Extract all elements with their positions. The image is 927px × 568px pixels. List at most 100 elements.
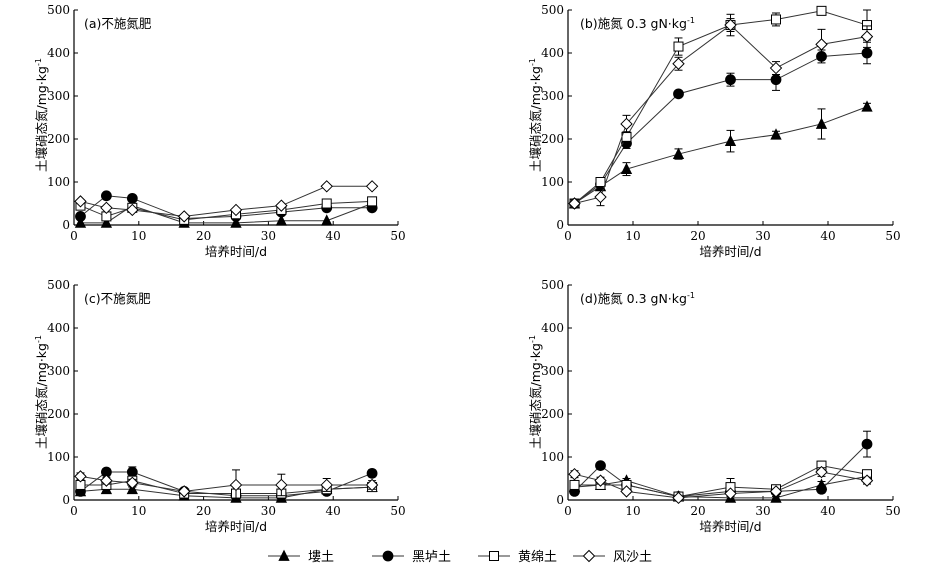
y-tick-label: 0 bbox=[62, 218, 70, 232]
x-tick-label: 10 bbox=[131, 229, 146, 243]
x-tick-label: 40 bbox=[820, 229, 835, 243]
y-axis-title: 土壤硝态氮/mg·kg-1 bbox=[528, 335, 543, 449]
x-tick-label: 20 bbox=[690, 229, 705, 243]
y-axis-title: 土壤硝态氮/mg·kg-1 bbox=[528, 58, 543, 172]
y-tick-label: 500 bbox=[541, 3, 564, 17]
data-point bbox=[367, 196, 378, 207]
y-axis-title-text: 土壤硝态氮/mg·kg bbox=[34, 343, 49, 449]
data-point bbox=[673, 88, 684, 100]
legend-label: 塿土 bbox=[308, 550, 334, 565]
data-point bbox=[724, 18, 737, 32]
x-tick-label: 30 bbox=[261, 504, 276, 518]
y-axis-title-superscript: -1 bbox=[34, 335, 43, 343]
x-tick-label: 50 bbox=[885, 504, 900, 518]
series-line bbox=[574, 24, 868, 204]
x-tick-label: 10 bbox=[625, 504, 640, 518]
x-tick-label: 40 bbox=[326, 504, 341, 518]
y-tick-label: 300 bbox=[541, 89, 564, 103]
x-tick-label: 0 bbox=[564, 229, 572, 243]
data-point bbox=[770, 128, 782, 140]
data-point bbox=[815, 117, 828, 129]
x-axis-title: 培养时间/d bbox=[699, 519, 761, 534]
data-point bbox=[568, 467, 581, 481]
panel-title: (b)施氮 0.3 gN·kg-1 bbox=[580, 16, 695, 31]
series-1 bbox=[568, 100, 873, 209]
legend-marker bbox=[489, 551, 499, 561]
y-tick-label: 500 bbox=[541, 278, 564, 292]
legend-marker bbox=[382, 550, 394, 562]
y-tick-label: 400 bbox=[47, 321, 70, 335]
data-point bbox=[861, 47, 873, 59]
data-point bbox=[769, 485, 783, 498]
y-tick-label: 200 bbox=[47, 407, 70, 421]
data-point bbox=[725, 74, 736, 86]
data-point bbox=[320, 180, 333, 193]
panels: 0 10 20 30 40 500100200300400500培养时间/d土壤硝态氮/m… bbox=[34, 3, 901, 534]
data-point bbox=[366, 467, 378, 479]
y-tick-label: 400 bbox=[47, 46, 70, 60]
data-point bbox=[860, 30, 874, 43]
data-point bbox=[595, 460, 606, 472]
x-tick-label: 30 bbox=[261, 229, 276, 243]
data-point bbox=[815, 38, 828, 51]
data-point bbox=[620, 162, 633, 175]
x-axis-title: 培养时间/d bbox=[699, 244, 761, 259]
panel-b: 0 10 20 30 40 500100200300400500培养时间/d土壤硝态氮/m… bbox=[528, 3, 901, 259]
series-2 bbox=[75, 466, 378, 502]
y-axis-title-superscript: -1 bbox=[528, 58, 537, 66]
data-point bbox=[816, 5, 827, 16]
data-point bbox=[861, 438, 873, 450]
y-tick-label: 100 bbox=[47, 175, 70, 189]
y-tick-label: 0 bbox=[556, 493, 564, 507]
y-tick-label: 200 bbox=[541, 407, 564, 421]
y-tick-label: 100 bbox=[47, 450, 70, 464]
legend-label: 黄绵土 bbox=[518, 550, 557, 565]
series-3 bbox=[569, 5, 872, 209]
panel-title: (a)不施氮肥 bbox=[84, 16, 152, 31]
x-tick-label: 10 bbox=[131, 504, 146, 518]
data-point bbox=[275, 478, 288, 492]
data-point bbox=[594, 190, 607, 204]
x-tick-label: 50 bbox=[885, 229, 900, 243]
data-point bbox=[100, 474, 113, 487]
data-point bbox=[365, 180, 379, 193]
panel-title-superscript: -1 bbox=[687, 291, 695, 300]
data-point bbox=[126, 466, 138, 478]
panel-title: (d)施氮 0.3 gN·kg-1 bbox=[580, 291, 695, 306]
data-point bbox=[860, 474, 874, 487]
data-point bbox=[230, 216, 242, 228]
y-tick-label: 100 bbox=[541, 175, 564, 189]
data-point bbox=[620, 117, 633, 131]
y-tick-label: 100 bbox=[541, 450, 564, 464]
x-tick-label: 40 bbox=[820, 504, 835, 518]
legend-label: 风沙土 bbox=[613, 550, 652, 565]
legend-item: 黑垆土 bbox=[372, 550, 451, 565]
series-4 bbox=[568, 13, 874, 210]
legend-label: 黑垆土 bbox=[412, 550, 451, 565]
series-4 bbox=[568, 465, 874, 505]
legend-marker bbox=[278, 549, 290, 561]
data-point bbox=[595, 177, 606, 187]
x-tick-label: 40 bbox=[326, 229, 341, 243]
x-tick-label: 20 bbox=[196, 229, 211, 243]
y-tick-label: 300 bbox=[47, 89, 70, 103]
data-point bbox=[569, 479, 580, 490]
y-axis-title-text: 土壤硝态氮/mg·kg bbox=[34, 66, 49, 172]
data-point bbox=[724, 134, 737, 147]
series-3 bbox=[75, 196, 378, 225]
panel-a: 0 10 20 30 40 500100200300400500培养时间/d土壤硝态氮/m… bbox=[34, 3, 406, 259]
panel-d: 0 10 20 30 40 500100200300400500培养时间/d土壤硝态氮/m… bbox=[528, 278, 901, 534]
data-point bbox=[365, 478, 379, 492]
y-tick-label: 300 bbox=[47, 364, 70, 378]
data-point bbox=[594, 474, 607, 487]
data-point bbox=[74, 216, 87, 228]
x-tick-label: 20 bbox=[196, 504, 211, 518]
data-point bbox=[177, 210, 191, 223]
y-tick-label: 500 bbox=[47, 3, 70, 17]
data-point bbox=[321, 214, 333, 226]
panel-title-text: (a)不施氮肥 bbox=[84, 16, 152, 31]
data-point bbox=[75, 210, 86, 222]
y-axis-title: 土壤硝态氮/mg·kg-1 bbox=[34, 58, 49, 172]
data-point bbox=[321, 198, 332, 209]
